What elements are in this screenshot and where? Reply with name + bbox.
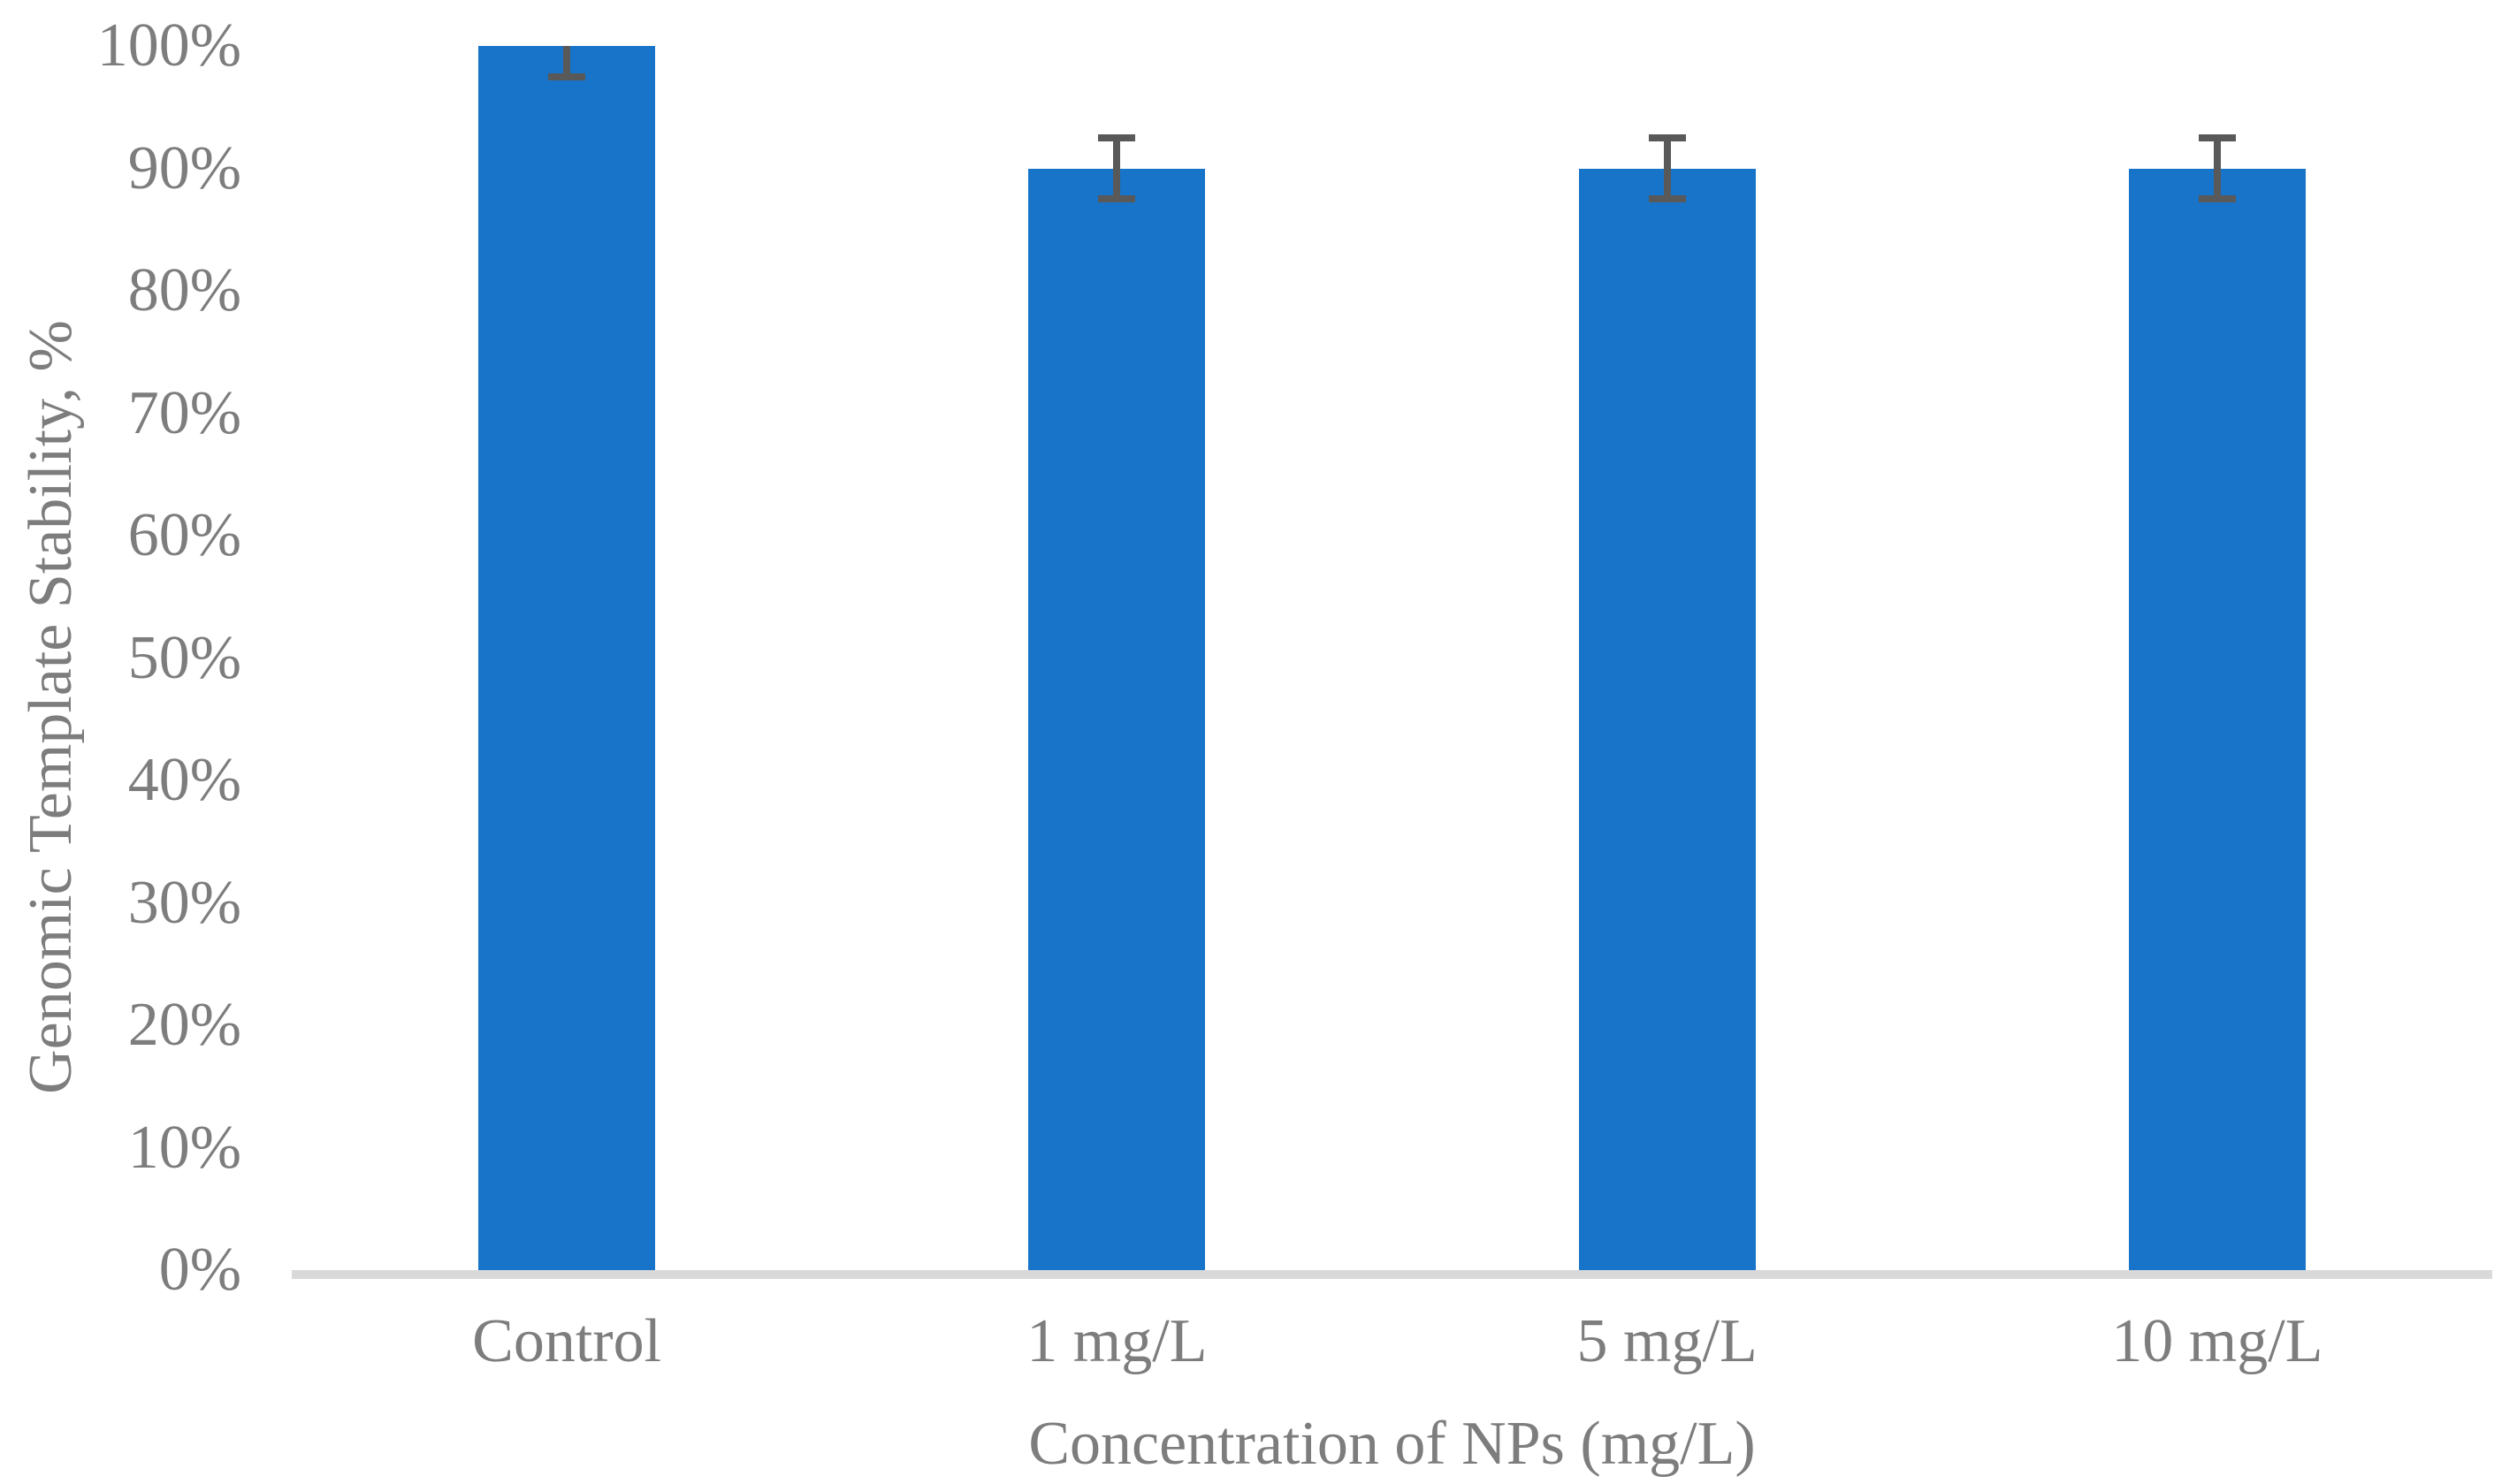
error-bar-cap-bottom (2198, 195, 2236, 203)
x-tick-label: Control (472, 1307, 662, 1375)
bar-1-mg-l (1028, 168, 1206, 1270)
y-tick-label: 60% (127, 501, 241, 569)
error-bar-cap-top (1098, 133, 1136, 141)
error-bar-cap-top (2198, 133, 2236, 141)
error-bar-line (2213, 137, 2221, 200)
y-tick-label: 0% (158, 1236, 241, 1304)
y-tick-label: 20% (127, 991, 241, 1059)
error-bar-cap-top (1648, 133, 1686, 141)
y-tick-label: 40% (127, 746, 241, 814)
x-axis-line (292, 1270, 2492, 1279)
x-tick-label: 10 mg/L (2111, 1307, 2323, 1375)
y-tick-label: 100% (96, 11, 241, 80)
error-bar-line (563, 46, 571, 77)
y-tick-label: 50% (127, 623, 241, 692)
y-tick-label: 30% (127, 868, 241, 937)
bar-control (478, 46, 656, 1270)
y-tick-label: 10% (127, 1113, 241, 1182)
x-tick-label: 5 mg/L (1576, 1307, 1758, 1375)
error-bar-line (1663, 137, 1671, 200)
error-bar-cap-bottom (548, 72, 586, 80)
error-bar-line (1113, 137, 1121, 200)
x-tick-label: 1 mg/L (1026, 1307, 1208, 1375)
error-bar-cap-bottom (1098, 195, 1136, 203)
error-bar-cap-bottom (1648, 195, 1686, 203)
bar-10-mg-l (2128, 168, 2306, 1270)
y-tick-label: 80% (127, 256, 241, 324)
x-axis-title: Concentration of NPs (mg/L) (1028, 1410, 1756, 1478)
bar-5-mg-l (1578, 168, 1756, 1270)
y-tick-label: 90% (127, 133, 241, 202)
y-tick-label: 70% (127, 378, 241, 447)
